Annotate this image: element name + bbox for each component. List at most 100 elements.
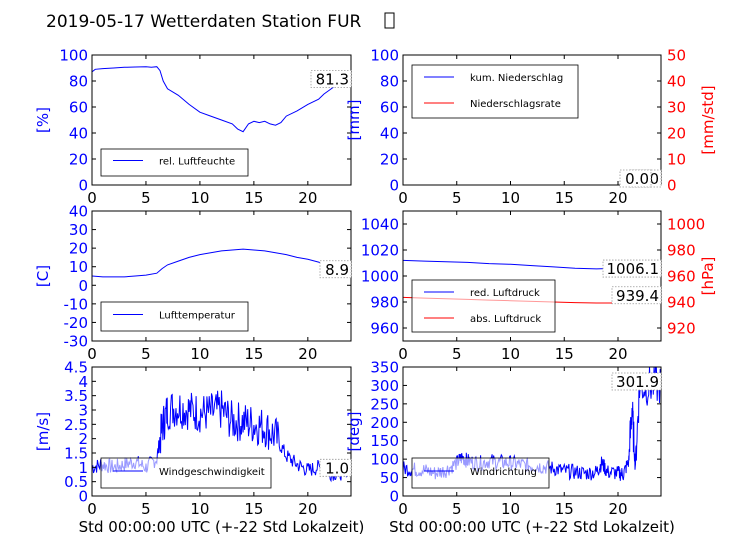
- y-tick-label: 1: [78, 459, 88, 477]
- current-value-label-2: 0.0: [625, 170, 649, 188]
- current-value-label-box: [602, 259, 662, 278]
- y-tick-label: 250: [370, 395, 399, 413]
- y-tick-label: 0.5: [64, 473, 88, 491]
- x-tick-label: 15: [555, 345, 574, 363]
- y2-tick-label: 50: [667, 47, 686, 65]
- y2-tick-label: 0: [667, 177, 677, 195]
- y-tick-label: 150: [370, 432, 399, 450]
- y-axis-label: [m/s]: [34, 412, 52, 451]
- legend-box: [100, 457, 272, 489]
- x-tick-label: 15: [555, 500, 574, 518]
- legend-box: [100, 301, 249, 332]
- y-tick-label: 2.5: [64, 416, 88, 434]
- y-tick-label: 60: [380, 99, 399, 117]
- y-tick-label: 0: [389, 488, 399, 506]
- current-value-label-box: [319, 260, 352, 279]
- y-tick-label: 980: [370, 294, 399, 312]
- legend-label: red. Luftdruck: [470, 288, 540, 299]
- y-axis-label: [deg]: [345, 412, 363, 452]
- chart-panel-4: 0 5 10 15 20 960 980 1000 1020 1040 920 940 960 980 10…: [361, 210, 717, 363]
- x-tick-label: 5: [141, 345, 151, 363]
- y2-tick-label: 40: [667, 73, 686, 91]
- y-tick-label: 40: [69, 125, 88, 143]
- y-tick-label: 1040: [361, 216, 399, 234]
- y-tick-label: 3.5: [64, 387, 88, 405]
- y-tick-label: 30: [69, 221, 88, 239]
- y-tick-label: 1.5: [64, 445, 88, 463]
- y-tick-label: 40: [69, 203, 88, 221]
- y-axis-label: [%]: [34, 107, 52, 133]
- series-line-1: [92, 66, 351, 133]
- figure-title: 2019-05-17 Wetterdaten Station FUR: [46, 12, 362, 32]
- series-line-1: [92, 248, 351, 278]
- x-tick-label: 0: [398, 345, 408, 363]
- legend: red. Luftdruck abs. Luftdruck: [411, 279, 556, 333]
- x-tick-label: 10: [190, 189, 209, 207]
- x-tick-label: 20: [298, 500, 317, 518]
- legend: kum. Niederschlag Niederschlagsrate: [411, 64, 579, 119]
- current-value-label-box: [319, 458, 352, 477]
- legend-label: rel. Luftfeuchte: [159, 157, 235, 168]
- current-value-label: 1006.1: [607, 260, 660, 278]
- legend-label: Lufttemperatur: [159, 311, 236, 322]
- y-tick-label: 2: [78, 430, 88, 448]
- title-missing-glyph-box: [384, 12, 395, 29]
- y-tick-label: -30: [64, 333, 89, 351]
- x-tick-label: 20: [298, 345, 317, 363]
- x-tick-label: 0: [87, 345, 97, 363]
- x-tick-label: 0: [87, 500, 97, 518]
- chart-panel-3: 0 5 10 15 20-30-20-10010203040[C]Lufttempera…: [34, 203, 352, 363]
- x-tick-label: 10: [190, 500, 209, 518]
- chart-panel-2: 0 5 10 15 20 0 20 40 60 80 100 0 10 20 30 40 50 [mm] [mm/s…: [345, 47, 717, 208]
- y-tick-label: -10: [64, 295, 89, 313]
- y2-axis-label: [mm/std]: [699, 85, 717, 154]
- x-tick-label: 10: [501, 189, 520, 207]
- current-value-label: 301.9: [616, 373, 659, 391]
- current-value-label-2-box: [619, 169, 652, 188]
- x-tick-label: 10: [501, 500, 520, 518]
- y2-tick-label: 30: [667, 99, 686, 117]
- y-axis-label: [mm]: [345, 100, 363, 141]
- x-axis-label: Std 00:00:00 UTC (+-22 Std Lokalzeit): [389, 518, 675, 536]
- y-tick-label: 20: [380, 151, 399, 169]
- y-tick-label: 1000: [361, 268, 399, 286]
- y-tick-label: 10: [69, 258, 88, 276]
- legend-label: kum. Niederschlag: [470, 73, 563, 84]
- y-axis-label: [C]: [34, 265, 52, 287]
- y2-axis-label: [hPa]: [699, 257, 717, 296]
- y-tick-label: 4.5: [64, 359, 88, 377]
- x-tick-label: 10: [190, 345, 209, 363]
- x-tick-label: 5: [452, 345, 462, 363]
- y-tick-label: 300: [370, 377, 399, 395]
- y-tick-label: 0: [78, 277, 88, 295]
- x-tick-label: 15: [244, 500, 263, 518]
- current-value-label-box: [611, 372, 662, 391]
- y-tick-label: 80: [380, 73, 399, 91]
- y-tick-label: 1020: [361, 242, 399, 260]
- y-tick-label: 50: [380, 469, 399, 487]
- y-tick-label: 60: [69, 99, 88, 117]
- x-tick-label: 15: [244, 189, 263, 207]
- x-tick-label: 5: [141, 189, 151, 207]
- plot-frame: [402, 366, 662, 497]
- legend-box: [411, 457, 550, 489]
- y2-tick-label: 980: [667, 242, 696, 260]
- legend-label: Windrichtung: [470, 467, 537, 478]
- y-tick-label: 80: [69, 73, 88, 91]
- y2-tick-label: 960: [667, 268, 696, 286]
- y2-tick-label: 20: [667, 125, 686, 143]
- x-tick-label: 20: [608, 345, 627, 363]
- plot-frame: [91, 366, 352, 497]
- plot-frame: [91, 54, 352, 186]
- y2-tick-label: 940: [667, 294, 696, 312]
- x-tick-label: 20: [608, 500, 627, 518]
- y-tick-label: 0: [78, 177, 88, 195]
- x-tick-label: 0: [87, 189, 97, 207]
- y2-tick-label: 1000: [667, 216, 705, 234]
- current-value-label: 1.0: [325, 459, 349, 477]
- y-tick-label: 350: [370, 359, 399, 377]
- y-tick-label: 4: [78, 373, 88, 391]
- current-value-label-2: 939.4: [616, 287, 659, 305]
